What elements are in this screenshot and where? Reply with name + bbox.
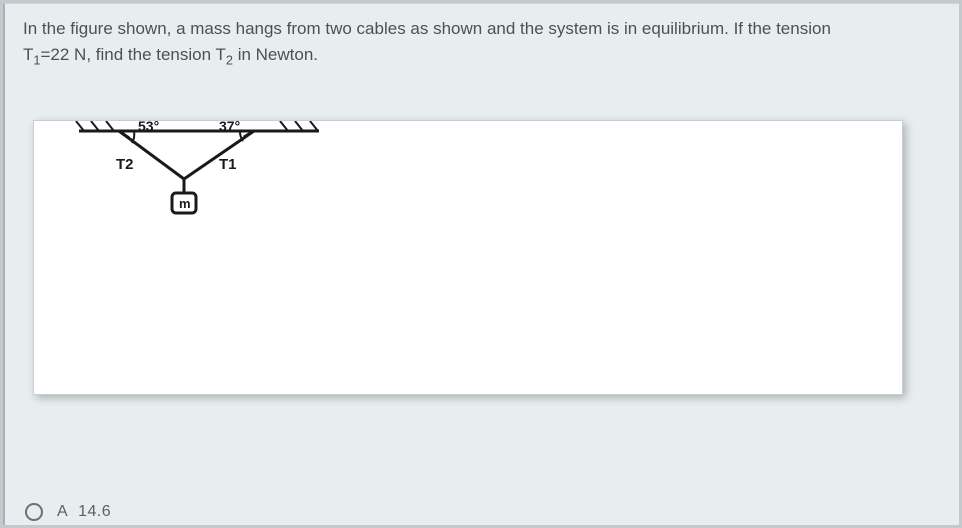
option-value: 14.6	[78, 503, 111, 520]
q-line1: In the figure shown, a mass hangs from t…	[23, 19, 831, 38]
option-a-label: A 14.6	[57, 503, 111, 521]
t2-label: T2	[116, 156, 134, 173]
answer-option-a[interactable]: A 14.6	[25, 503, 111, 521]
question-text: In the figure shown, a mass hangs from t…	[23, 16, 941, 70]
angle-left-label: 53°	[138, 121, 159, 134]
mass-label: m	[179, 196, 191, 211]
q-mid: =22 N, find the tension T	[40, 45, 225, 64]
question-panel: In the figure shown, a mass hangs from t…	[3, 3, 959, 525]
q-sub2: 2	[226, 53, 233, 68]
radio-a[interactable]	[25, 503, 43, 521]
figure-box: 53° 37° T2 T1 m	[33, 120, 903, 395]
option-prefix: A	[57, 503, 68, 520]
angle-right-label: 37°	[219, 121, 240, 134]
q-t1-sym: T	[23, 45, 33, 64]
t1-label: T1	[219, 156, 237, 173]
q-end: in Newton.	[233, 45, 318, 64]
cable-diagram: 53° 37° T2 T1 m	[64, 121, 324, 241]
